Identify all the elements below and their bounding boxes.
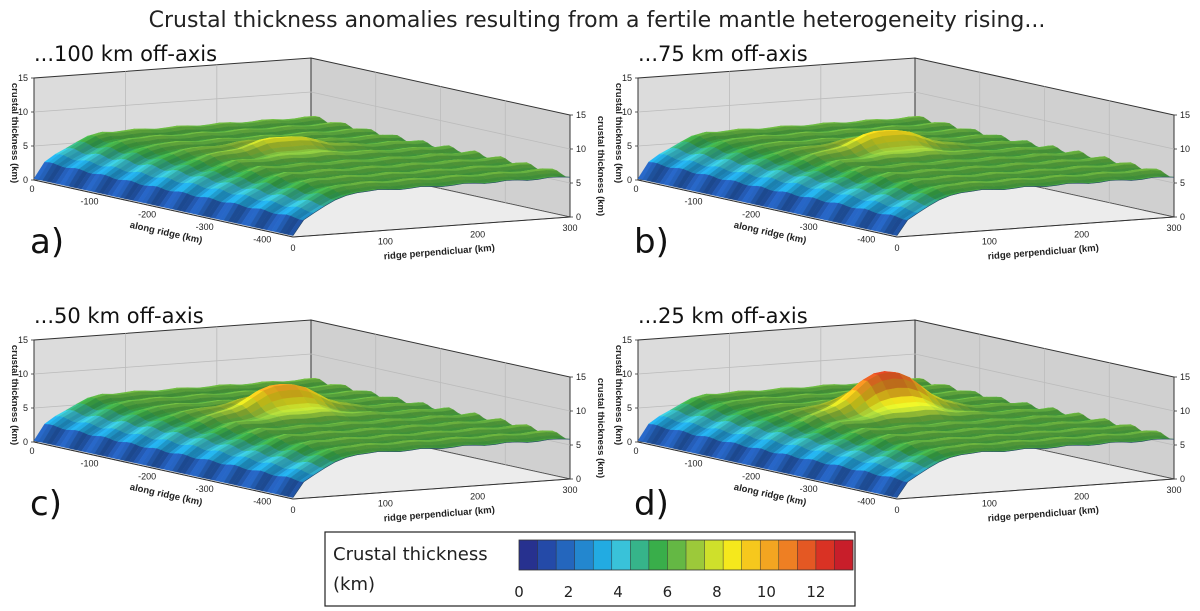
along-ridge-tick-label: 0	[633, 184, 638, 194]
z-tick-label: 0	[627, 175, 632, 185]
zr-tick-label: 10	[1180, 144, 1190, 154]
panel-letter: b)	[634, 222, 669, 262]
along-ridge-tick-label: 0	[29, 184, 34, 194]
perp-tick-label: 200	[1074, 230, 1089, 240]
z-tick-label: 15	[18, 335, 28, 345]
perp-tick-label: 100	[378, 236, 393, 246]
perp-tick-label: 300	[562, 485, 577, 495]
perp-tick-label: 100	[982, 236, 997, 246]
panel-a: 0 5 10 15 0 5 10 15 0 -100 -200 -300 -400 along ridge…	[9, 42, 606, 262]
left-edge	[33, 179, 294, 238]
z-tick-label: 5	[627, 141, 632, 151]
along-ridge-label: along ridge (km)	[733, 220, 808, 247]
along-ridge-tick-label: -400	[253, 235, 271, 245]
perp-tick-label: 300	[1166, 223, 1181, 233]
z-axis-label-right: crustal thickness (km)	[595, 116, 606, 216]
zr-tick-label: 0	[576, 474, 581, 484]
front-edge	[292, 216, 571, 238]
perp-tick-label: 200	[470, 492, 485, 502]
z-gridline	[33, 91, 571, 150]
perp-tick-label: 200	[470, 230, 485, 240]
perp-tick-label: 0	[290, 505, 295, 515]
along-ridge-tick-label: -400	[857, 235, 875, 245]
crust-surface	[33, 115, 571, 236]
zr-tick-label: 10	[576, 406, 586, 416]
z-tick-label: 5	[23, 141, 28, 151]
panel-letter: c)	[30, 484, 62, 524]
along-ridge-tick-label: -200	[742, 209, 760, 219]
z-axis-label: crustal thickness (km)	[9, 83, 20, 183]
z-tick-label: 15	[622, 73, 632, 83]
perp-tick-label: 100	[378, 498, 393, 508]
panel-title: ...75 km off-axis	[638, 42, 808, 66]
surface-edge	[292, 176, 571, 236]
perp-tick-label: 0	[290, 243, 295, 253]
crust-surface	[637, 115, 1175, 236]
zr-tick-label: 15	[1180, 110, 1190, 120]
z-tick-label: 0	[23, 437, 28, 447]
zr-tick-label: 15	[576, 110, 586, 120]
ridge-perpendicular-label: ridge perpendicluar (km)	[383, 243, 495, 263]
zr-tick-label: 0	[576, 212, 581, 222]
along-ridge-tick-label: -400	[253, 497, 271, 507]
along-ridge-tick-label: -100	[81, 459, 99, 469]
z-gridline	[637, 91, 1175, 150]
along-ridge-tick-label: -200	[138, 209, 156, 219]
z-axis-label: crustal thickness (km)	[9, 345, 20, 445]
along-ridge-tick-label: -200	[138, 471, 156, 481]
z-axis-label: crustal thickness (km)	[613, 83, 624, 183]
panel-title: ...50 km off-axis	[34, 304, 204, 328]
along-ridge-tick-label: -100	[685, 197, 703, 207]
along-ridge-label: along ridge (km)	[129, 482, 204, 509]
panel-title: ...100 km off-axis	[34, 42, 217, 66]
perp-tick-label: 0	[894, 243, 899, 253]
ridge-perpendicular-label: ridge perpendicluar (km)	[987, 243, 1099, 263]
along-ridge-tick-label: 0	[29, 446, 34, 456]
panels: 0 5 10 15 0 5 10 15 0 -100 -200 -300 -400 along ridge…	[9, 42, 1200, 524]
main-title: Crustal thickness anomalies resulting fr…	[149, 8, 1046, 33]
panel-letter: a)	[30, 222, 64, 262]
zr-tick-label: 0	[1180, 212, 1185, 222]
zr-tick-label: 15	[576, 372, 586, 382]
z-tick-label: 15	[18, 73, 28, 83]
zr-tick-label: 10	[576, 144, 586, 154]
zr-tick-label: 5	[576, 440, 581, 450]
zr-tick-label: 5	[576, 178, 581, 188]
z-tick-label: 10	[18, 107, 28, 117]
z-tick-label: 0	[23, 175, 28, 185]
zr-tick-label: 5	[1180, 178, 1185, 188]
along-ridge-tick-label: -300	[196, 484, 214, 494]
along-ridge-tick-label: -300	[800, 222, 818, 232]
ridge-perpendicular-label: ridge perpendicluar (km)	[383, 505, 495, 525]
perp-tick-label: 300	[562, 223, 577, 233]
z-axis-label-right: crustal thickness (km)	[595, 378, 606, 478]
along-ridge-tick-label: -100	[81, 197, 99, 207]
z-tick-label: 5	[23, 403, 28, 413]
along-ridge-tick-label: -300	[196, 222, 214, 232]
along-ridge-label: along ridge (km)	[129, 220, 204, 247]
